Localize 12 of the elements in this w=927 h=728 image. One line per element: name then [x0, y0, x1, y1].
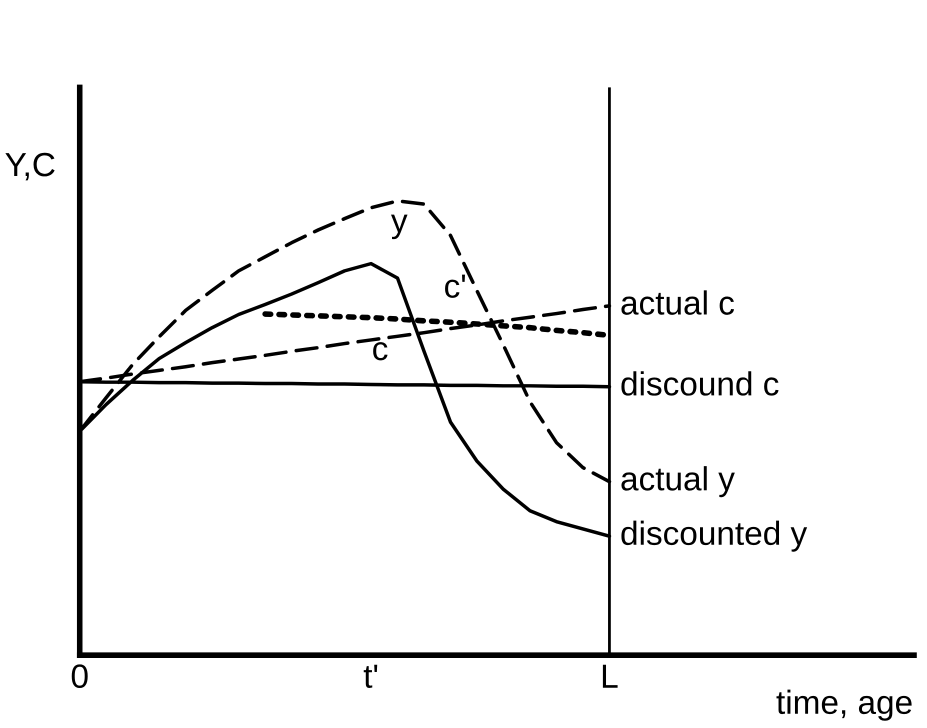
x-tick-label: L	[602, 664, 618, 688]
series-label: actual y	[621, 466, 735, 498]
series-label: actual c	[621, 290, 734, 315]
annotation: c'	[445, 274, 465, 298]
annotation: y	[391, 214, 408, 240]
series-label: discounted y	[621, 520, 808, 552]
x-axis-title: time, age	[776, 690, 912, 721]
x-tick-label: t'	[364, 664, 378, 688]
annotation: c	[373, 342, 388, 360]
series-label: discound c	[621, 371, 779, 396]
x-tick-label: 0	[72, 664, 88, 688]
y-axis-title: Y,C	[5, 152, 55, 180]
